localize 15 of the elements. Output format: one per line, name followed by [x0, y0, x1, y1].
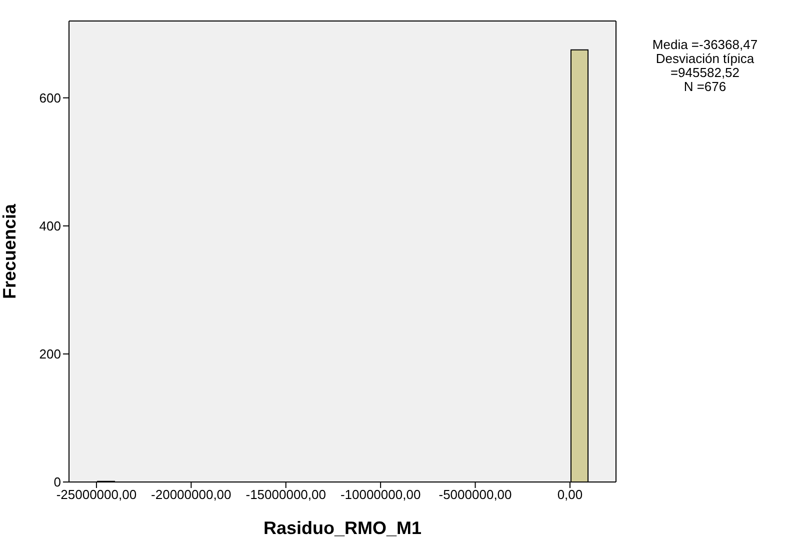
x-tick-label: 0,00	[557, 487, 583, 502]
text: Media =-36368,47	[651, 37, 759, 52]
y-tick-label: 400	[39, 218, 61, 234]
x-tick-label: -5000000,00	[438, 487, 512, 502]
x-tick-label: -25000000,00	[56, 487, 137, 502]
x-tick-label: -20000000,00	[151, 487, 232, 502]
x-tick-label: -15000000,00	[246, 487, 326, 502]
text: N =676	[682, 79, 728, 94]
y-axis-title: Frecuencia	[0, 202, 20, 300]
text: Desviación típica =945582,52	[654, 51, 756, 80]
x-tick-label: -10000000,00	[340, 487, 421, 502]
y-tick-label: 600	[39, 90, 61, 106]
x-axis-title: Rasiduo_RMO_M1	[263, 518, 422, 538]
y-tick-label: 0	[54, 474, 61, 490]
y-tick-label: 200	[39, 346, 61, 362]
